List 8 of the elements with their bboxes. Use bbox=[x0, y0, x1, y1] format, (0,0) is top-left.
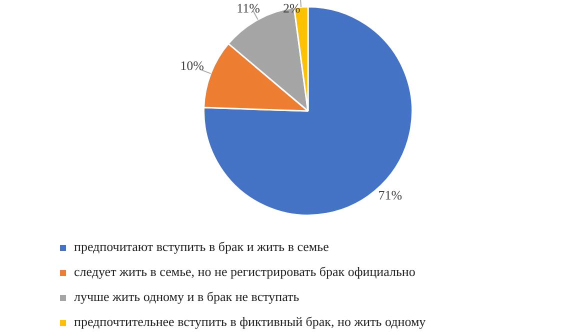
data-label: 10% bbox=[180, 58, 204, 73]
data-label: 71% bbox=[378, 187, 402, 202]
legend-label: следует жить в семье, но не регистрировать брак официально bbox=[74, 264, 416, 279]
legend-label: предпочтительнее вступить в фиктивный брак, но жить одному bbox=[74, 314, 426, 329]
legend-label: предпочитают вступить в брак и жить в семье bbox=[74, 239, 329, 254]
legend-label: лучше жить одному и в брак не вступать bbox=[74, 289, 300, 304]
data-label: 2% bbox=[283, 0, 301, 16]
data-label: 11% bbox=[236, 0, 260, 16]
